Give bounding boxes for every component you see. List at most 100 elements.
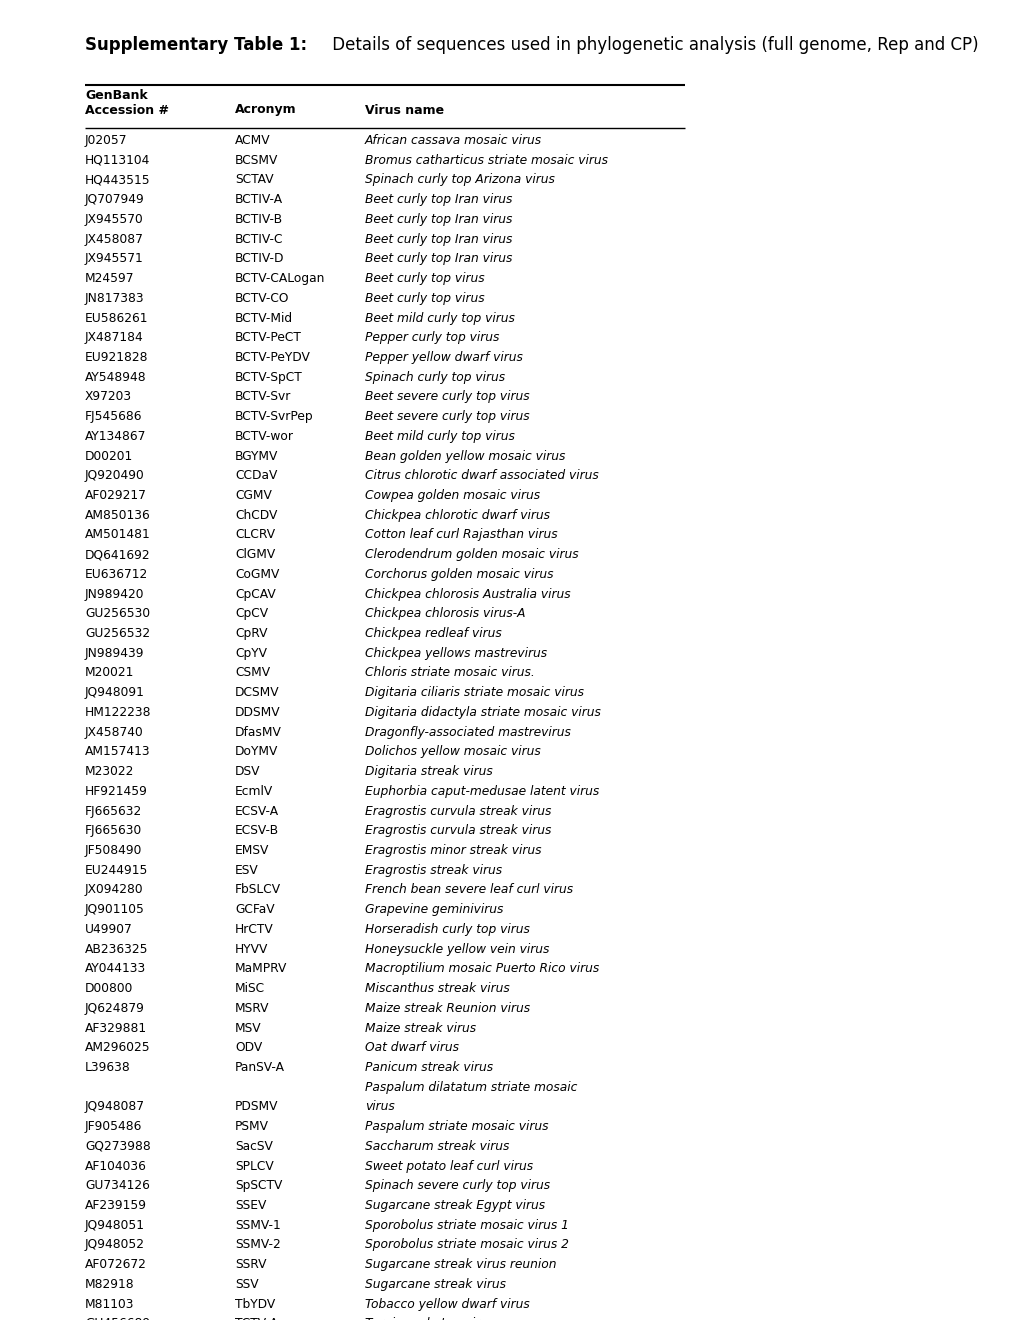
- Text: ESV: ESV: [234, 863, 259, 876]
- Text: JX458740: JX458740: [85, 726, 144, 739]
- Text: Cotton leaf curl Rajasthan virus: Cotton leaf curl Rajasthan virus: [365, 528, 557, 541]
- Text: AM296025: AM296025: [85, 1041, 151, 1055]
- Text: MiSC: MiSC: [234, 982, 265, 995]
- Text: SSV: SSV: [234, 1278, 259, 1291]
- Text: Eragrostis curvula streak virus: Eragrostis curvula streak virus: [365, 805, 551, 817]
- Text: ECSV-B: ECSV-B: [234, 824, 279, 837]
- Text: Paspalum dilatatum striate mosaic: Paspalum dilatatum striate mosaic: [365, 1081, 577, 1094]
- Text: FbSLCV: FbSLCV: [234, 883, 281, 896]
- Text: EMSV: EMSV: [234, 843, 269, 857]
- Text: JQ948051: JQ948051: [85, 1218, 145, 1232]
- Text: JN817383: JN817383: [85, 292, 145, 305]
- Text: EU921828: EU921828: [85, 351, 149, 364]
- Text: Citrus chlorotic dwarf associated virus: Citrus chlorotic dwarf associated virus: [365, 470, 598, 482]
- Text: Chickpea yellows mastrevirus: Chickpea yellows mastrevirus: [365, 647, 546, 660]
- Text: Cowpea golden mosaic virus: Cowpea golden mosaic virus: [365, 488, 540, 502]
- Text: GenBank: GenBank: [85, 88, 148, 102]
- Text: ClGMV: ClGMV: [234, 548, 275, 561]
- Text: D00201: D00201: [85, 450, 133, 462]
- Text: M24597: M24597: [85, 272, 135, 285]
- Text: CSMV: CSMV: [234, 667, 270, 680]
- Text: JQ948052: JQ948052: [85, 1238, 145, 1251]
- Text: HQ113104: HQ113104: [85, 153, 150, 166]
- Text: BCTIV-C: BCTIV-C: [234, 232, 283, 246]
- Text: BCTV-CALogan: BCTV-CALogan: [234, 272, 325, 285]
- Text: PSMV: PSMV: [234, 1121, 269, 1133]
- Text: Tobacco yellow dwarf virus: Tobacco yellow dwarf virus: [365, 1298, 529, 1311]
- Text: FJ665632: FJ665632: [85, 805, 142, 817]
- Text: SacSV: SacSV: [234, 1140, 273, 1152]
- Text: AF029217: AF029217: [85, 488, 147, 502]
- Text: PDSMV: PDSMV: [234, 1101, 278, 1113]
- Text: AF072672: AF072672: [85, 1258, 147, 1271]
- Text: Saccharum streak virus: Saccharum streak virus: [365, 1140, 508, 1152]
- Text: Beet severe curly top virus: Beet severe curly top virus: [365, 391, 529, 404]
- Text: Acronym: Acronym: [234, 103, 297, 116]
- Text: AM850136: AM850136: [85, 508, 151, 521]
- Text: Digitaria ciliaris striate mosaic virus: Digitaria ciliaris striate mosaic virus: [365, 686, 584, 700]
- Text: GU256530: GU256530: [85, 607, 150, 620]
- Text: X97203: X97203: [85, 391, 132, 404]
- Text: SSMV-1: SSMV-1: [234, 1218, 280, 1232]
- Text: ODV: ODV: [234, 1041, 262, 1055]
- Text: BGYMV: BGYMV: [234, 450, 278, 462]
- Text: SPLCV: SPLCV: [234, 1159, 273, 1172]
- Text: JX945570: JX945570: [85, 213, 144, 226]
- Text: Chickpea chlorosis Australia virus: Chickpea chlorosis Australia virus: [365, 587, 570, 601]
- Text: Maize streak Reunion virus: Maize streak Reunion virus: [365, 1002, 530, 1015]
- Text: BCTIV-A: BCTIV-A: [234, 193, 283, 206]
- Text: HQ443515: HQ443515: [85, 173, 151, 186]
- Text: AY548948: AY548948: [85, 371, 147, 384]
- Text: Spinach curly top virus: Spinach curly top virus: [365, 371, 504, 384]
- Text: SpSCTV: SpSCTV: [234, 1179, 282, 1192]
- Text: BCTV-PeCT: BCTV-PeCT: [234, 331, 302, 345]
- Text: Beet mild curly top virus: Beet mild curly top virus: [365, 312, 515, 325]
- Text: JF508490: JF508490: [85, 843, 143, 857]
- Text: GU734126: GU734126: [85, 1179, 150, 1192]
- Text: D00800: D00800: [85, 982, 133, 995]
- Text: DfasMV: DfasMV: [234, 726, 281, 739]
- Text: Panicum streak virus: Panicum streak virus: [365, 1061, 492, 1074]
- Text: Beet curly top Iran virus: Beet curly top Iran virus: [365, 252, 512, 265]
- Text: JX094280: JX094280: [85, 883, 144, 896]
- Text: EU586261: EU586261: [85, 312, 149, 325]
- Text: BCTIV-D: BCTIV-D: [234, 252, 284, 265]
- Text: HM122238: HM122238: [85, 706, 152, 719]
- Text: JQ948091: JQ948091: [85, 686, 145, 700]
- Text: Eragrostis minor streak virus: Eragrostis minor streak virus: [365, 843, 541, 857]
- Text: Honeysuckle yellow vein virus: Honeysuckle yellow vein virus: [365, 942, 549, 956]
- Text: DDSMV: DDSMV: [234, 706, 280, 719]
- Text: Dragonfly-associated mastrevirus: Dragonfly-associated mastrevirus: [365, 726, 571, 739]
- Text: Horseradish curly top virus: Horseradish curly top virus: [365, 923, 529, 936]
- Text: AY044133: AY044133: [85, 962, 146, 975]
- Text: TCTV-A: TCTV-A: [234, 1317, 278, 1320]
- Text: Chloris striate mosaic virus.: Chloris striate mosaic virus.: [365, 667, 534, 680]
- Text: EU636712: EU636712: [85, 568, 148, 581]
- Text: BCTV-Svr: BCTV-Svr: [234, 391, 291, 404]
- Text: Sugarcane streak virus reunion: Sugarcane streak virus reunion: [365, 1258, 556, 1271]
- Text: SSEV: SSEV: [234, 1199, 266, 1212]
- Text: BCTV-SpCT: BCTV-SpCT: [234, 371, 303, 384]
- Text: Turnip curly top virus: Turnip curly top virus: [365, 1317, 494, 1320]
- Text: Beet curly top Iran virus: Beet curly top Iran virus: [365, 213, 512, 226]
- Text: FJ665630: FJ665630: [85, 824, 142, 837]
- Text: BCTV-SvrPep: BCTV-SvrPep: [234, 411, 313, 424]
- Text: French bean severe leaf curl virus: French bean severe leaf curl virus: [365, 883, 573, 896]
- Text: Beet curly top Iran virus: Beet curly top Iran virus: [365, 232, 512, 246]
- Text: GU456689: GU456689: [85, 1317, 150, 1320]
- Text: CLCRV: CLCRV: [234, 528, 275, 541]
- Text: Sugarcane streak virus: Sugarcane streak virus: [365, 1278, 505, 1291]
- Text: EU244915: EU244915: [85, 863, 148, 876]
- Text: DoYMV: DoYMV: [234, 746, 278, 759]
- Text: Chickpea redleaf virus: Chickpea redleaf virus: [365, 627, 501, 640]
- Text: JQ901105: JQ901105: [85, 903, 145, 916]
- Text: Macroptilium mosaic Puerto Rico virus: Macroptilium mosaic Puerto Rico virus: [365, 962, 599, 975]
- Text: CCDaV: CCDaV: [234, 470, 277, 482]
- Text: L39638: L39638: [85, 1061, 130, 1074]
- Text: virus: virus: [365, 1101, 394, 1113]
- Text: BCTV-CO: BCTV-CO: [234, 292, 289, 305]
- Text: Digitaria didactyla striate mosaic virus: Digitaria didactyla striate mosaic virus: [365, 706, 600, 719]
- Text: AF104036: AF104036: [85, 1159, 147, 1172]
- Text: CpYV: CpYV: [234, 647, 267, 660]
- Text: GU256532: GU256532: [85, 627, 150, 640]
